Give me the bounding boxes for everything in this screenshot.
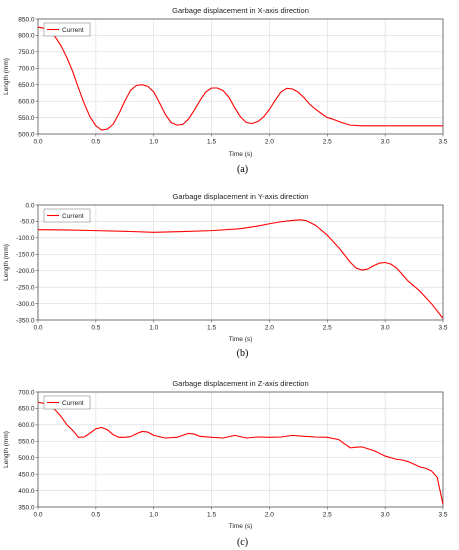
x-tick-label: 1.5 <box>207 139 216 146</box>
x-tick-label: 3.5 <box>438 139 447 146</box>
y-tick-label: 700.0 <box>18 66 35 73</box>
y-tick-label: 750.0 <box>18 49 35 56</box>
x-axis-label: Time (s) <box>229 523 253 530</box>
x-tick-label: 2.5 <box>323 325 332 332</box>
figure-caption: (c) <box>237 537 248 548</box>
plot-area <box>38 392 443 507</box>
x-tick-label: 0.5 <box>91 325 100 332</box>
chart-panel-0: Garbage displacement in X-axis direction… <box>3 6 448 175</box>
x-tick-label: 1.0 <box>149 325 158 332</box>
plot-frame <box>37 204 444 321</box>
y-tick-label: 500.0 <box>18 131 35 138</box>
y-tick-label: 800.0 <box>18 33 35 40</box>
x-axis-label: Time (s) <box>229 151 253 158</box>
y-tick-label: 600.0 <box>18 98 35 105</box>
legend-box <box>43 395 91 410</box>
legend-label: Current <box>62 27 84 34</box>
y-tick-label: 850.0 <box>18 16 35 23</box>
x-tick-label: 3.0 <box>381 512 390 519</box>
x-axis-label: Time (s) <box>229 336 253 343</box>
y-axis-label: Length (mm) <box>3 58 10 95</box>
plot-area <box>38 19 443 134</box>
y-tick-label: -50.0 <box>20 219 35 226</box>
x-tick-label: 2.0 <box>265 512 274 519</box>
x-tick-label: 0.5 <box>91 512 100 519</box>
series-line-current <box>37 401 444 505</box>
y-tick-label: 400.0 <box>18 488 35 495</box>
chart-title: Garbage displacement in X-axis direction <box>172 6 309 15</box>
y-axis-label: Length (mm) <box>3 431 10 468</box>
y-tick-label: 600.0 <box>18 422 35 429</box>
x-tick-label: 3.0 <box>381 139 390 146</box>
series-line-current <box>37 26 443 131</box>
x-tick-label: 1.5 <box>207 325 216 332</box>
y-tick-label: 350.0 <box>18 504 35 511</box>
x-tick-label: 2.0 <box>265 325 274 332</box>
x-tick-label: 2.0 <box>265 139 274 146</box>
y-tick-label: 650.0 <box>18 406 35 413</box>
y-tick-label: -100.0 <box>16 235 35 242</box>
plot-area <box>38 205 443 320</box>
series-line-current <box>37 219 444 319</box>
figure-caption: (b) <box>237 348 249 359</box>
y-tick-label: 650.0 <box>18 82 35 89</box>
x-tick-label: 0.5 <box>91 139 100 146</box>
y-tick-label: -300.0 <box>16 301 35 308</box>
chart-panel-1: Garbage displacement in Y-axis direction… <box>3 192 448 359</box>
chart-panel-2: Garbage displacement in Z-axis direction… <box>3 379 448 548</box>
y-axis-label: Length (mm) <box>3 244 10 281</box>
legend-label: Current <box>62 213 84 220</box>
y-tick-label: -200.0 <box>16 268 35 275</box>
x-tick-label: 0.0 <box>33 325 42 332</box>
x-tick-label: 0.0 <box>33 139 42 146</box>
chart-title: Garbage displacement in Y-axis direction <box>173 192 309 201</box>
y-tick-label: 550.0 <box>18 115 35 122</box>
figure-caption: (a) <box>237 164 248 175</box>
y-tick-label: 500.0 <box>18 455 35 462</box>
x-tick-label: 1.0 <box>149 139 158 146</box>
chart-title: Garbage displacement in Z-axis direction <box>172 379 308 388</box>
x-tick-label: 3.5 <box>438 512 447 519</box>
y-tick-label: 450.0 <box>18 471 35 478</box>
y-tick-label: 0.0 <box>25 202 34 209</box>
y-tick-label: 550.0 <box>18 439 35 446</box>
x-tick-label: 3.0 <box>381 325 390 332</box>
legend-box <box>43 22 91 37</box>
x-tick-label: 2.5 <box>323 512 332 519</box>
x-tick-label: 3.5 <box>438 325 447 332</box>
x-tick-label: 2.5 <box>323 139 332 146</box>
y-tick-label: -250.0 <box>16 284 35 291</box>
plot-frame <box>37 391 444 508</box>
y-tick-label: -150.0 <box>16 252 35 259</box>
x-tick-label: 1.0 <box>149 512 158 519</box>
x-tick-label: 1.5 <box>207 512 216 519</box>
legend-box <box>43 208 91 223</box>
y-tick-label: 700.0 <box>18 389 35 396</box>
y-tick-label: -350.0 <box>16 317 35 324</box>
legend-label: Current <box>62 400 84 407</box>
x-tick-label: 0.0 <box>33 512 42 519</box>
plot-frame <box>37 18 444 135</box>
